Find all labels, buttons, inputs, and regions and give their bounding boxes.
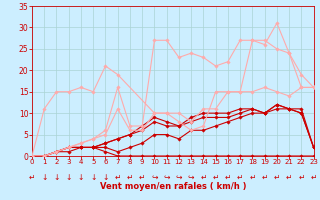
Text: ↵: ↵ (249, 172, 256, 182)
Text: ↓: ↓ (90, 172, 96, 182)
Text: ↵: ↵ (139, 172, 145, 182)
Text: ↵: ↵ (212, 172, 219, 182)
Text: ↪: ↪ (176, 172, 182, 182)
X-axis label: Vent moyen/en rafales ( km/h ): Vent moyen/en rafales ( km/h ) (100, 182, 246, 191)
Text: ↓: ↓ (41, 172, 47, 182)
Text: ↓: ↓ (102, 172, 109, 182)
Text: ↵: ↵ (261, 172, 268, 182)
Text: ↵: ↵ (274, 172, 280, 182)
Text: ↵: ↵ (127, 172, 133, 182)
Text: ↓: ↓ (66, 172, 72, 182)
Text: ↵: ↵ (200, 172, 207, 182)
Text: ↵: ↵ (115, 172, 121, 182)
Text: ↪: ↪ (164, 172, 170, 182)
Text: ↪: ↪ (188, 172, 194, 182)
Text: ↵: ↵ (29, 172, 35, 182)
Text: ↪: ↪ (151, 172, 158, 182)
Text: ↵: ↵ (225, 172, 231, 182)
Text: ↵: ↵ (237, 172, 243, 182)
Text: ↵: ↵ (298, 172, 305, 182)
Text: ↵: ↵ (286, 172, 292, 182)
Text: ↓: ↓ (78, 172, 84, 182)
Text: ↓: ↓ (53, 172, 60, 182)
Text: ↵: ↵ (310, 172, 317, 182)
